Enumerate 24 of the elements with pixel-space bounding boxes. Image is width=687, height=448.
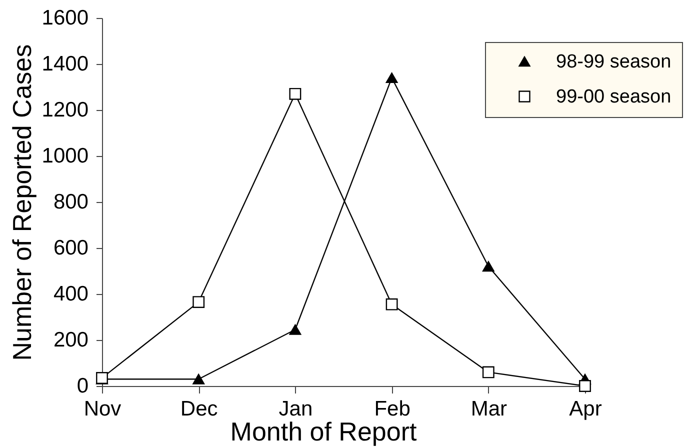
y-tick-label: 1200	[42, 98, 88, 122]
x-tick-label: Dec	[180, 398, 218, 420]
y-tick-label: 1400	[42, 52, 88, 76]
y-tick-label: 1000	[42, 144, 88, 168]
y-axis-title: Number of Reported Cases	[6, 44, 37, 361]
point	[192, 374, 205, 384]
legend-label: 99-00 season	[556, 86, 672, 108]
y-tick-label: 400	[53, 282, 88, 306]
point	[289, 88, 302, 100]
y-tick-label: 0	[76, 374, 88, 398]
legend-label: 98-99 season	[556, 52, 672, 72]
y-tick-label: 1600	[42, 6, 88, 30]
y-tick-label: 200	[53, 328, 88, 352]
x-tick-label: Apr	[569, 398, 602, 420]
point	[482, 366, 494, 378]
x-tick-label: Mar	[470, 398, 507, 420]
y-tick-label: 600	[53, 236, 88, 260]
y-tick-label: 800	[53, 190, 88, 214]
point	[386, 72, 398, 84]
point	[192, 296, 205, 308]
point	[289, 324, 302, 335]
point	[482, 261, 494, 272]
x-tick-label: Nov	[84, 398, 122, 420]
point	[386, 298, 398, 310]
